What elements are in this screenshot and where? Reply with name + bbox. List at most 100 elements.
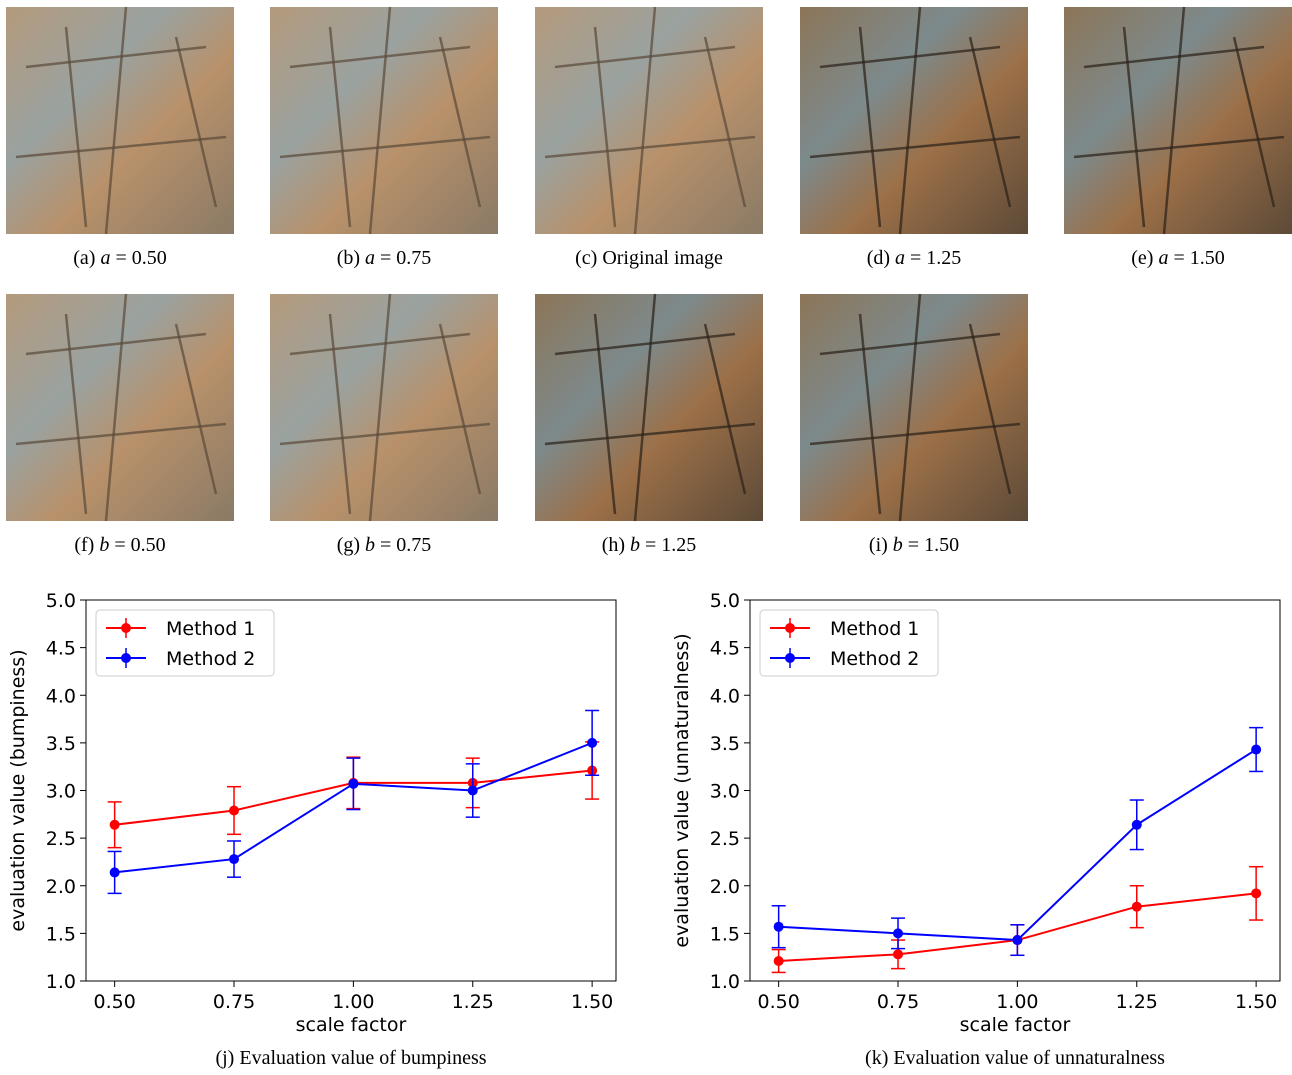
legend-box: [759, 609, 939, 677]
caption-value: = 1.50: [1173, 247, 1224, 269]
crack: [544, 135, 756, 159]
crack: [1162, 6, 1186, 235]
crack: [544, 422, 756, 446]
x-tick-label: 1.50: [1235, 991, 1277, 1013]
data-point: [1131, 819, 1142, 830]
crack: [279, 422, 491, 446]
legend-label: Method 2: [830, 648, 919, 670]
x-axis-label: scale factor: [960, 1014, 1071, 1036]
crack: [64, 26, 88, 228]
caption-value: = 0.50: [115, 247, 166, 269]
image-caption: (i) b = 1.50: [869, 534, 959, 556]
crack: [368, 6, 392, 235]
caption-variable: b: [893, 534, 903, 556]
crack: [633, 6, 657, 235]
texture-image: [6, 294, 234, 521]
texture-image: [800, 7, 1028, 234]
legend-label: Method 1: [166, 618, 255, 640]
y-tick-label: 3.0: [710, 781, 740, 803]
chart-caption: (k) Evaluation value of unnaturalness: [865, 1047, 1165, 1069]
caption-label: (i): [869, 534, 888, 556]
caption-label: (d): [867, 247, 890, 269]
y-tick-label: 3.5: [46, 733, 76, 755]
caption-variable: a: [1158, 247, 1168, 269]
image-tile: (f) b = 0.50: [6, 293, 234, 556]
caption-variable: a: [100, 247, 110, 269]
crack: [819, 45, 1001, 69]
crack: [554, 332, 736, 356]
y-tick-label: 1.5: [46, 923, 76, 945]
x-tick-label: 1.25: [452, 991, 494, 1013]
image-caption: (f) b = 0.50: [74, 534, 165, 556]
crack: [174, 36, 218, 208]
data-point: [109, 867, 120, 878]
crack: [289, 332, 471, 356]
caption-label: (b): [337, 247, 360, 269]
x-tick-label: 1.50: [571, 991, 613, 1013]
y-tick-label: 2.0: [710, 876, 740, 898]
image-tile: (g) b = 0.75: [270, 293, 498, 556]
crack: [809, 135, 1021, 159]
y-tick-label: 4.5: [710, 638, 740, 660]
data-point: [109, 819, 120, 830]
caption-variable: b: [630, 534, 640, 556]
caption-value: = 1.50: [908, 534, 959, 556]
y-tick-label: 1.0: [46, 971, 76, 993]
x-tick-label: 1.25: [1116, 991, 1158, 1013]
series-line: [778, 748, 1257, 942]
y-tick-label: 2.5: [46, 828, 76, 850]
x-tick-label: 1.00: [332, 991, 374, 1013]
crack: [1073, 135, 1285, 159]
crack: [279, 135, 491, 159]
crack: [593, 313, 617, 515]
crack: [593, 26, 617, 228]
image-tile: (a) a = 0.50: [6, 6, 234, 269]
caption-value: = 0.75: [380, 534, 431, 556]
y-axis-label: evaluation value (unnaturalness): [671, 633, 693, 947]
caption-text: Original image: [602, 247, 723, 269]
y-tick-label: 2.5: [710, 828, 740, 850]
caption-value: = 1.25: [910, 247, 961, 269]
x-tick-label: 0.50: [93, 991, 135, 1013]
x-tick-label: 0.75: [877, 991, 919, 1013]
image-tile: (d) a = 1.25: [800, 6, 1028, 269]
y-tick-label: 4.0: [46, 685, 76, 707]
caption-variable: b: [99, 534, 109, 556]
chart-caption: (j) Evaluation value of bumpiness: [215, 1047, 486, 1069]
crack: [328, 313, 352, 515]
y-tick-label: 3.0: [46, 781, 76, 803]
x-tick-label: 0.50: [757, 991, 799, 1013]
data-point: [348, 778, 359, 789]
legend-box: [95, 609, 275, 677]
data-point: [773, 921, 784, 932]
legend-marker: [785, 623, 795, 633]
crack: [819, 332, 1001, 356]
image-caption: (g) b = 0.75: [337, 534, 432, 556]
crack: [328, 26, 352, 228]
texture-image: [535, 7, 763, 234]
texture-image: [270, 294, 498, 521]
texture-image: [6, 7, 234, 234]
y-axis-label: evaluation value (bumpiness): [7, 649, 29, 931]
texture-image: [270, 7, 498, 234]
crack: [703, 36, 747, 208]
image-tile: (c) Original image: [535, 6, 763, 269]
image-caption: (c) Original image: [575, 247, 723, 269]
data-point: [893, 928, 904, 939]
data-point: [1251, 744, 1262, 755]
y-tick-label: 1.0: [710, 971, 740, 993]
y-tick-label: 2.0: [46, 876, 76, 898]
caption-value: = 0.50: [114, 534, 165, 556]
crack: [104, 6, 128, 235]
crack: [174, 323, 218, 495]
image-caption: (d) a = 1.25: [867, 247, 962, 269]
caption-variable: b: [365, 534, 375, 556]
x-axis-label: scale factor: [296, 1014, 407, 1036]
x-tick-label: 0.75: [213, 991, 255, 1013]
caption-label: (c): [575, 247, 597, 269]
caption-label: (a): [73, 247, 95, 269]
data-point: [1251, 888, 1262, 899]
image-tile: (b) a = 0.75: [270, 6, 498, 269]
legend-label: Method 2: [166, 648, 255, 670]
